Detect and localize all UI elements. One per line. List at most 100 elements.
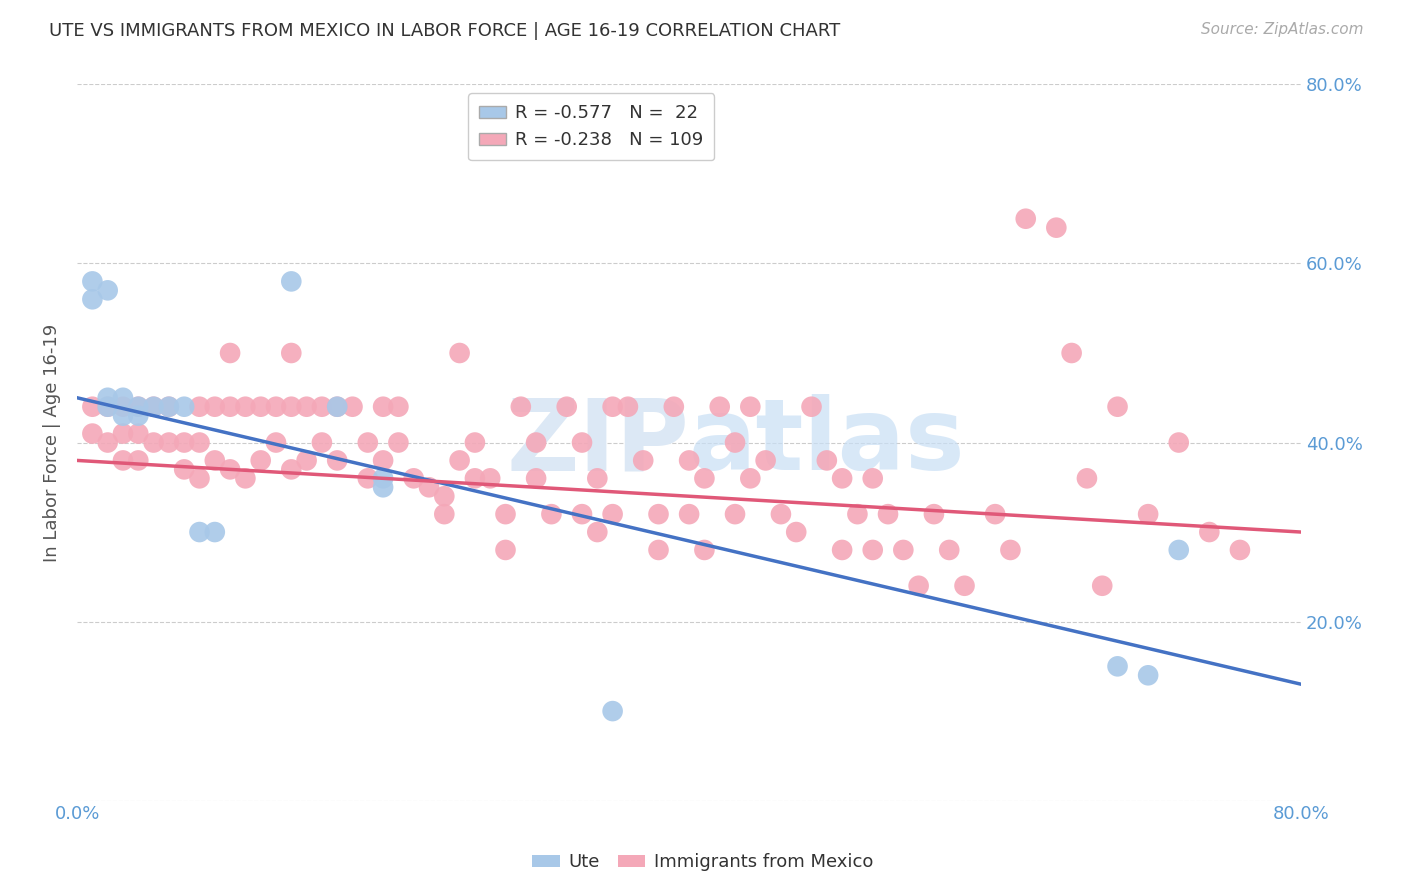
Point (1107, 400, 1129, 414)
Point (97, 400, 120, 414)
Point (280, 346, 302, 360)
Point (433, 489, 456, 503)
Point (602, 400, 624, 414)
Point (785, 524, 807, 539)
Point (97, 283, 120, 297)
Point (602, 704, 624, 718)
Point (387, 435, 409, 450)
Point (127, 453, 149, 467)
Point (755, 453, 778, 467)
Point (662, 400, 685, 414)
Point (371, 400, 394, 414)
Point (693, 471, 716, 485)
Point (1229, 543, 1251, 558)
Point (678, 507, 700, 521)
Point (846, 507, 869, 521)
Point (280, 400, 302, 414)
Point (127, 426, 149, 441)
Point (418, 480, 440, 494)
Point (555, 400, 578, 414)
Point (495, 507, 517, 521)
Point (402, 471, 425, 485)
Point (204, 453, 226, 467)
Point (142, 400, 165, 414)
Point (800, 400, 823, 414)
Point (280, 462, 302, 476)
Point (111, 426, 134, 441)
Point (173, 400, 195, 414)
Point (173, 462, 195, 476)
Point (188, 435, 211, 450)
Point (464, 471, 486, 485)
Point (219, 462, 242, 476)
Point (1137, 507, 1160, 521)
Point (586, 524, 609, 539)
Point (127, 400, 149, 414)
Point (111, 400, 134, 414)
Legend: Ute, Immigrants from Mexico: Ute, Immigrants from Mexico (526, 847, 880, 879)
Point (1015, 211, 1038, 226)
Point (249, 453, 271, 467)
Point (235, 400, 257, 414)
Point (311, 400, 333, 414)
Point (709, 400, 731, 414)
Point (97, 435, 120, 450)
Point (311, 435, 333, 450)
Point (127, 409, 149, 423)
Point (509, 400, 531, 414)
Point (326, 453, 349, 467)
Text: Source: ZipAtlas.com: Source: ZipAtlas.com (1201, 22, 1364, 37)
Point (984, 507, 1007, 521)
Point (188, 471, 211, 485)
Point (678, 453, 700, 467)
Point (97, 400, 120, 414)
Point (433, 507, 456, 521)
Point (922, 507, 945, 521)
Point (188, 400, 211, 414)
Point (235, 471, 257, 485)
Point (142, 435, 165, 450)
Point (157, 400, 180, 414)
Point (127, 400, 149, 414)
Point (387, 400, 409, 414)
Point (479, 471, 502, 485)
Point (1076, 471, 1098, 485)
Point (295, 400, 318, 414)
Point (907, 579, 929, 593)
Point (617, 400, 640, 414)
Point (280, 274, 302, 288)
Point (1137, 668, 1160, 682)
Point (740, 471, 762, 485)
Point (82, 400, 104, 414)
Point (1060, 346, 1083, 360)
Point (371, 453, 394, 467)
Point (831, 471, 853, 485)
Point (831, 543, 853, 558)
Point (449, 346, 471, 360)
Point (1107, 659, 1129, 673)
Point (586, 471, 609, 485)
Legend: R = -0.577   N =  22, R = -0.238   N = 109: R = -0.577 N = 22, R = -0.238 N = 109 (468, 94, 714, 161)
Text: atlas: atlas (689, 394, 966, 491)
Point (1091, 579, 1114, 593)
Point (724, 507, 747, 521)
Point (877, 507, 900, 521)
Y-axis label: In Labor Force | Age 16-19: In Labor Force | Age 16-19 (44, 324, 60, 562)
Point (82, 274, 104, 288)
Point (371, 471, 394, 485)
Point (571, 435, 593, 450)
Point (495, 543, 517, 558)
Point (938, 543, 960, 558)
Point (1000, 543, 1022, 558)
Point (464, 435, 486, 450)
Point (540, 507, 562, 521)
Point (371, 480, 394, 494)
Point (219, 400, 242, 414)
Point (111, 409, 134, 423)
Point (647, 543, 669, 558)
Point (693, 543, 716, 558)
Point (82, 426, 104, 441)
Point (740, 400, 762, 414)
Point (891, 543, 914, 558)
Point (357, 471, 380, 485)
